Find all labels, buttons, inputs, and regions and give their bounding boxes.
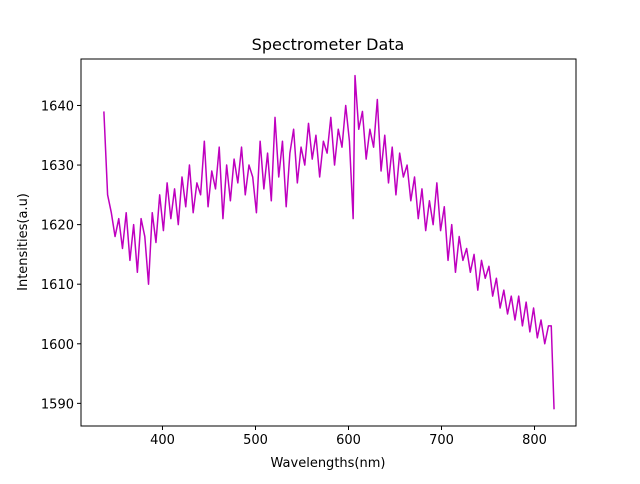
chart-title: Spectrometer Data bbox=[252, 35, 405, 54]
y-tick-label: 1610 bbox=[41, 278, 74, 293]
y-axis-label: Intensities(a.u) bbox=[16, 193, 31, 291]
y-tick-label: 1630 bbox=[41, 159, 74, 174]
x-tick-label: 500 bbox=[243, 433, 268, 448]
x-tick-label: 600 bbox=[336, 433, 361, 448]
axes-frame bbox=[80, 58, 577, 427]
y-tick-label: 1600 bbox=[41, 338, 74, 353]
y-tick-label: 1640 bbox=[41, 99, 74, 114]
x-tick-label: 700 bbox=[429, 433, 454, 448]
x-axis-label: Wavelengths(nm) bbox=[271, 456, 386, 471]
y-tick-label: 1590 bbox=[41, 397, 74, 412]
x-tick-label: 800 bbox=[522, 433, 547, 448]
x-tick-label: 400 bbox=[150, 433, 175, 448]
data-line bbox=[103, 74, 555, 410]
y-tick-label: 1620 bbox=[41, 219, 74, 234]
